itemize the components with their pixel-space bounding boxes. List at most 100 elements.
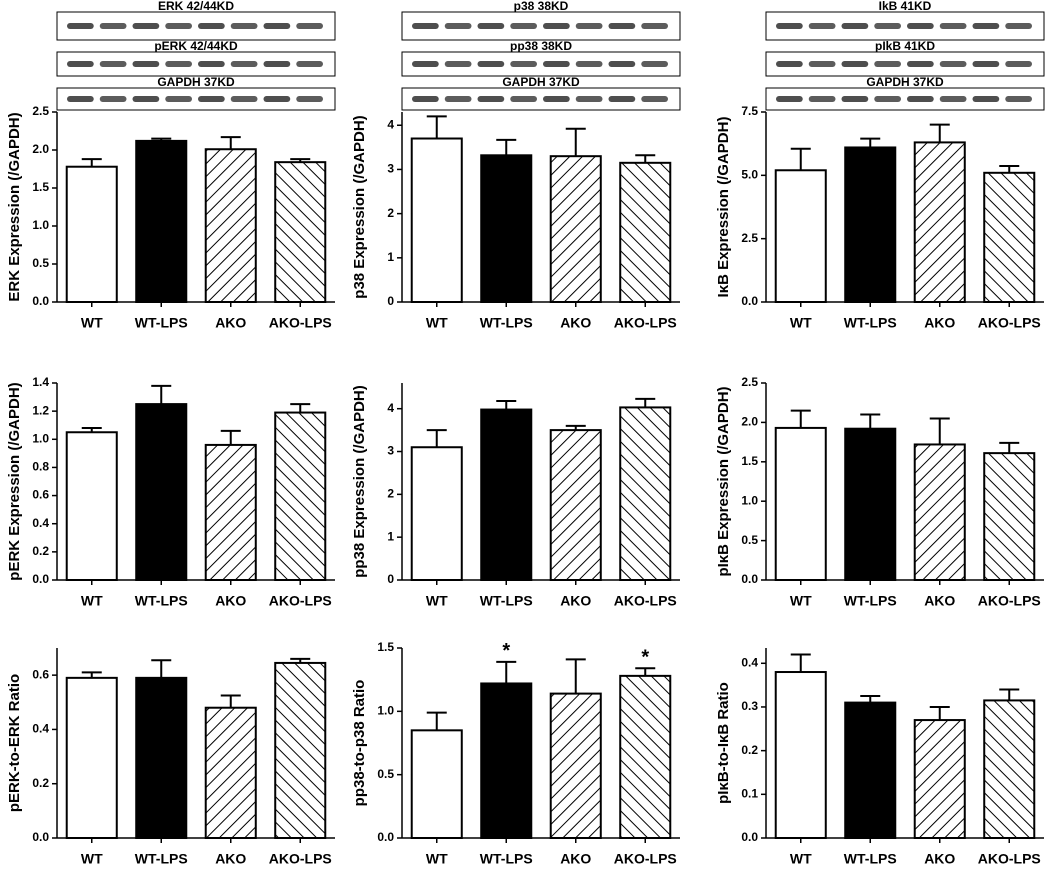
bar [913,443,966,581]
error-bar [565,658,586,694]
x-tick-label: AKO [215,851,246,866]
x-tick-label: AKO [924,593,955,609]
blot-frame [401,51,681,77]
bar [480,408,533,582]
blot-band [132,23,160,29]
error-bar [999,164,1020,173]
x-tick-label: AKO [560,315,591,331]
blot-band [972,23,1000,29]
error-bar [290,657,311,663]
blot-frame [56,87,336,111]
error-bar [635,667,656,676]
blot-band [444,61,472,67]
y-tick-label: 0 [387,294,394,308]
y-tick-label: 7.5 [741,104,758,118]
y-tick-label: 0.0 [741,294,758,308]
error-bar [290,158,311,163]
blot-frame [765,51,1045,77]
y-tick-label: 0.0 [32,830,49,844]
blot-band [543,96,570,102]
blot-frame [401,87,681,111]
blot-band [263,96,291,102]
blot-band [575,23,603,29]
y-tick-label: 3 [387,162,394,176]
blot-label: pp38 38KD [510,39,572,53]
blot-band [808,61,836,67]
y-tick-label: 3 [387,444,394,458]
y-tick-label: 4 [387,117,394,131]
error-bar [860,695,881,703]
error-bar [220,694,241,708]
blot-frame [56,51,336,77]
y-tick-label: 0.4 [741,655,758,669]
y-tick-label: 1.5 [377,640,394,654]
error-bar [860,137,881,148]
y-tick-label: 0.1 [741,786,758,800]
blot-band [907,23,934,29]
bar [65,676,118,839]
x-tick-label: WT [81,315,103,331]
x-tick-label: AKO-LPS [269,851,332,866]
y-tick-label: 0.0 [741,830,758,844]
blot-band [230,96,258,102]
error-bar [565,127,586,157]
blot-band [1005,61,1032,67]
blot-band [641,61,668,67]
x-tick-label: AKO [215,315,246,331]
blot-label: GAPDH 37KD [866,75,944,89]
blot-band [99,96,127,102]
error-bar [426,711,447,731]
blot-band [1005,23,1032,29]
error-bar [999,688,1020,701]
blot-band [477,61,505,67]
error-bar [635,154,656,163]
bar [983,452,1036,581]
blot-band [230,61,258,67]
blot-label: ERK 42/44KD [158,0,234,13]
y-tick-label: 0.8 [32,460,49,474]
x-tick-label: AKO-LPS [978,315,1041,331]
y-tick-label: 1.0 [32,218,49,232]
x-tick-label: WT-LPS [135,851,188,866]
blot-band [198,23,225,29]
blot-band [841,23,869,29]
blot-band [510,23,537,29]
blot-frame [765,11,1045,41]
blot-label: p38 38KD [514,0,569,13]
y-tick-label: 5.0 [741,168,758,182]
y-tick-label: 0.2 [741,743,758,757]
blot-band [907,61,934,67]
blot-frame [401,11,681,41]
blot-band [412,61,439,67]
blot-band [67,96,94,102]
blot-band [841,61,869,67]
bar [913,719,966,840]
bar [204,148,257,303]
y-tick-label: 0.5 [377,767,394,781]
y-axis-label: pERK-to-ERK Ratio [6,674,23,812]
blot-label: pERK 42/44KD [154,39,238,53]
x-tick-label: AKO [924,851,955,866]
x-tick-label: WT-LPS [135,315,188,331]
blot-band [263,23,291,29]
y-tick-label: 1.2 [32,403,49,417]
blot-band [543,61,570,67]
blot-frame [765,87,1045,111]
blot-band [808,96,836,102]
bar [619,674,672,839]
blot-band [296,23,323,29]
blot-band [444,96,472,102]
error-bar [220,429,241,445]
y-tick-label: 1.0 [32,431,49,445]
blot-band [776,23,803,29]
error-bar [929,417,950,445]
error-bar [426,115,447,139]
bar [549,155,602,303]
y-axis-label: pIκB-to-IκB Ratio [715,682,732,804]
bar [135,139,188,303]
blot-band [263,61,291,67]
error-bar [81,158,102,167]
blot-band [477,23,505,29]
bar [65,165,118,303]
y-axis-label: pERK Expression (/GAPDH) [6,382,23,580]
